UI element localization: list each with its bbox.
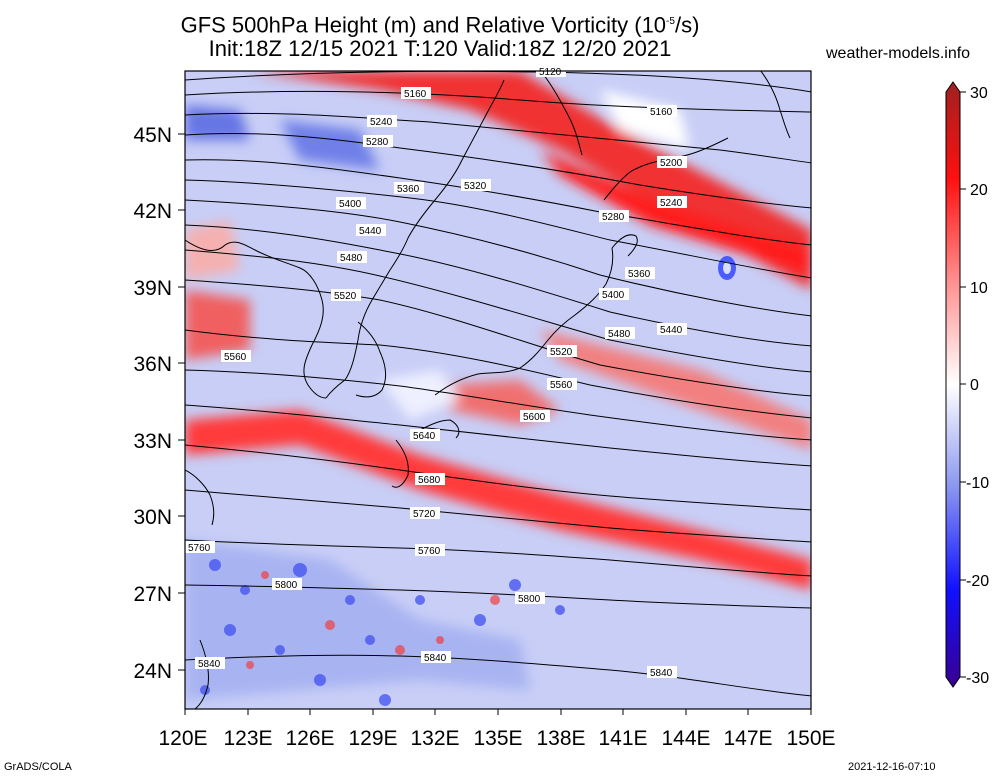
contour-label: 5520 [334,291,357,302]
colorbar-label: 10 [970,280,988,297]
contour-label: 5440 [660,325,683,336]
colorbar: 30 20 10 0 -10 -20 -30 [945,81,989,688]
x-tick-label: 135E [473,727,522,750]
height-contours [185,71,811,697]
contour-label: 5240 [370,117,393,128]
x-tick-label: 141E [598,727,647,750]
contour-label: 5560 [224,352,247,363]
y-tick-label: 24N [133,660,172,683]
contour-label: 5600 [523,412,546,423]
y-axis-labels: 24N 27N 30N 33N 36N 39N 42N 45N [133,124,172,683]
colorbar-label: -20 [966,573,989,590]
contour-label: 5240 [660,198,683,209]
contour-label: 5280 [602,212,625,223]
contour-label: 5720 [413,509,436,520]
contour-label-group: 5120 5160 5160 5200 5240 5240 5280 5280 … [185,65,687,679]
contour-label: 5400 [339,199,362,210]
colorbar-bar [945,81,961,688]
contour-label: 5480 [608,329,631,340]
colorbar-label: -10 [966,475,989,492]
coastlines [185,71,791,709]
contour-label: 5280 [366,137,389,148]
contour-label: 5840 [198,659,221,670]
x-tick-label: 147E [723,727,772,750]
contour-label: 5200 [660,158,683,169]
x-tick-label: 138E [536,727,585,750]
contour-label: 5360 [397,184,420,195]
contour-label: 5760 [188,543,211,554]
contour-label: 5320 [464,181,487,192]
y-tick-label: 45N [133,124,172,147]
x-axis-ticks [184,709,812,715]
contour-label: 5560 [550,380,573,391]
y-axis-ticks [178,133,185,671]
chart-title-line1: GFS 500hPa Height (m) and Relative Vorti… [180,12,700,38]
y-tick-label: 30N [133,506,172,529]
contour-label: 5160 [404,89,427,100]
contour-label: 5480 [340,253,363,264]
y-tick-label: 42N [133,200,172,223]
colorbar-label: 20 [970,182,988,199]
x-tick-label: 144E [661,727,710,750]
x-tick-label: 123E [223,727,272,750]
site-credit: weather-models.info [826,45,971,62]
x-tick-label: 126E [285,727,334,750]
contour-label: 5360 [628,269,651,280]
footer-software: GrADS/COLA [4,761,72,773]
contour-label: 5640 [413,431,436,442]
contour-label: 5400 [602,290,625,301]
contour-label: 5120 [539,67,562,78]
contour-label: 5680 [418,475,441,486]
colorbar-label: -30 [966,670,989,687]
y-tick-label: 36N [133,353,172,376]
contour-label: 5160 [650,107,673,118]
colorbar-label: 0 [970,377,979,394]
colorbar-label: 30 [970,85,988,102]
contour-label: 5800 [518,594,541,605]
x-tick-label: 120E [158,727,207,750]
contour-label: 5520 [550,347,573,358]
x-tick-label: 150E [786,727,835,750]
chart-title-line2: Init:18Z 12/15 2021 T:120 Valid:18Z 12/2… [208,36,672,61]
x-tick-label: 129E [348,727,397,750]
vorticity-field [185,71,811,709]
contour-label: 5760 [418,546,441,557]
contour-label: 5440 [359,226,382,237]
contour-label: 5840 [424,653,447,664]
y-tick-label: 33N [133,430,172,453]
y-tick-label: 39N [133,277,172,300]
contour-label: 5840 [650,668,673,679]
x-axis-labels: 120E 123E 126E 129E 132E 135E 138E 141E … [158,727,835,750]
x-tick-label: 132E [410,727,459,750]
y-tick-label: 27N [133,583,172,606]
footer-timestamp: 2021-12-16-07:10 [848,761,936,773]
contour-label: 5800 [275,580,298,591]
